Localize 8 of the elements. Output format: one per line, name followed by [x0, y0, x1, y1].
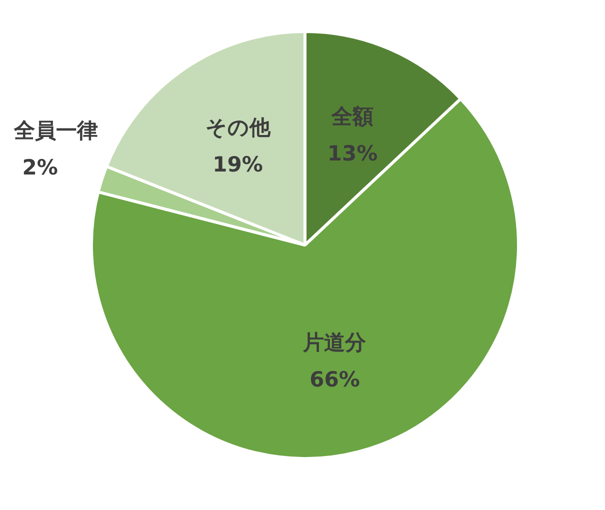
slice-label: その他 [205, 116, 272, 140]
slice-label: 全額 [330, 104, 374, 129]
data-label: 19% [212, 152, 263, 177]
data-label: 13% [327, 142, 378, 166]
slice-label: 片道分 [302, 330, 368, 354]
data-label: 2% [22, 155, 58, 180]
data-label: 66% [310, 367, 360, 392]
slice-label: 全員一律 [12, 118, 98, 142]
